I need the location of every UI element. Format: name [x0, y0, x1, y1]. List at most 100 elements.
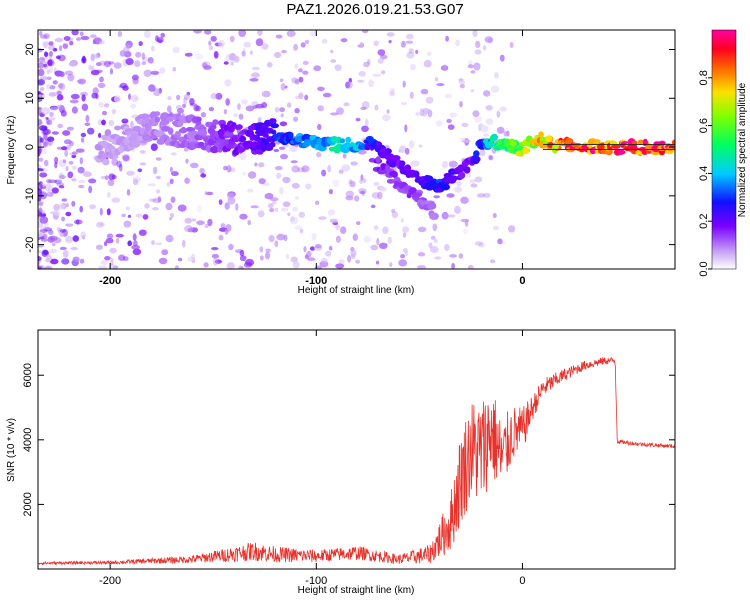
noise-blob	[43, 141, 49, 148]
noise-blob	[482, 45, 487, 51]
noise-blob	[377, 191, 383, 200]
spectrogram-ylabel: Frequency (Hz)	[6, 116, 17, 185]
noise-blob	[89, 34, 97, 39]
noise-blob	[306, 250, 312, 258]
noise-blob	[43, 33, 50, 39]
noise-blob	[280, 83, 286, 91]
noise-blob	[65, 236, 74, 243]
noise-blob	[293, 43, 299, 51]
noise-blob	[109, 247, 117, 254]
noise-blob	[343, 102, 350, 107]
noise-blob	[62, 159, 66, 164]
noise-blob	[483, 90, 491, 97]
ridge-main-blob	[345, 136, 352, 144]
noise-blob	[130, 94, 138, 103]
noise-blob	[98, 40, 105, 45]
ridge-main-blob	[210, 146, 219, 154]
noise-blob	[40, 226, 48, 230]
noise-blob	[238, 265, 243, 269]
noise-blob	[398, 259, 408, 267]
noise-blob	[39, 87, 45, 91]
noise-blob	[268, 235, 275, 243]
noise-blob	[301, 165, 310, 173]
noise-blob	[123, 44, 132, 49]
noise-blob	[260, 255, 264, 261]
noise-blob	[328, 189, 333, 195]
noise-blob	[362, 30, 369, 34]
noise-blob	[48, 92, 58, 97]
noise-blob	[352, 233, 358, 241]
noise-blob	[71, 165, 77, 170]
noise-blob	[148, 84, 156, 92]
noise-blob	[121, 213, 126, 218]
noise-blob	[377, 49, 386, 56]
noise-blob	[122, 155, 130, 162]
ridge-main-blob	[545, 135, 553, 143]
ridge-main-blob	[339, 138, 346, 144]
noise-blob	[56, 94, 64, 101]
noise-blob	[402, 80, 406, 88]
noise-blob	[177, 204, 187, 212]
noise-blob	[190, 162, 199, 169]
noise-blob	[148, 198, 157, 202]
noise-blob	[110, 258, 114, 266]
noise-blob	[389, 262, 393, 267]
noise-blob	[490, 85, 500, 93]
noise-blob	[38, 250, 43, 253]
noise-blob	[141, 61, 147, 65]
noise-blob	[38, 210, 42, 217]
noise-blob	[379, 186, 387, 192]
noise-blob	[193, 30, 202, 34]
noise-blob	[264, 252, 271, 260]
noise-blob	[410, 160, 420, 167]
noise-blob	[103, 60, 112, 68]
noise-blob	[257, 117, 262, 123]
noise-blob	[342, 153, 347, 159]
noise-blob	[210, 35, 217, 42]
noise-blob	[233, 56, 240, 62]
noise-blob	[432, 223, 438, 232]
noise-blob	[39, 92, 46, 99]
noise-blob	[158, 257, 168, 265]
noise-blob	[364, 118, 369, 127]
noise-blob	[341, 164, 351, 172]
noise-blob	[80, 132, 87, 138]
noise-blob	[186, 91, 190, 96]
noise-blob	[55, 55, 61, 60]
noise-blob	[154, 242, 163, 246]
noise-blob	[250, 205, 259, 209]
noise-blob	[229, 35, 235, 43]
noise-blob	[415, 112, 420, 116]
noise-blob	[38, 202, 44, 207]
ridge-main-blob	[413, 170, 420, 178]
noise-blob	[106, 233, 114, 239]
noise-blob	[125, 58, 134, 65]
noise-blob	[208, 106, 215, 112]
noise-blob	[62, 130, 71, 136]
noise-blob	[65, 165, 69, 172]
noise-blob	[494, 72, 499, 79]
noise-blob	[454, 186, 463, 193]
colorbar-gradient	[712, 30, 736, 269]
noise-blob	[38, 182, 43, 191]
colorbar-tick-label: 0.4	[698, 166, 710, 181]
noise-blob	[123, 220, 132, 228]
noise-blob	[388, 39, 392, 44]
noise-blob	[99, 222, 106, 227]
noise-blob	[435, 120, 443, 127]
noise-blob	[391, 209, 396, 213]
noise-blob	[286, 102, 292, 108]
noise-blob	[336, 107, 344, 115]
noise-blob	[68, 61, 77, 67]
noise-blob	[458, 80, 466, 85]
y-tick-label: 10	[24, 92, 36, 104]
ridge-main-blob	[391, 155, 401, 161]
noise-blob	[97, 82, 106, 89]
noise-blob	[468, 60, 473, 66]
noise-blob	[258, 162, 265, 168]
noise-blob	[108, 61, 115, 65]
ridge-branch-blob	[375, 156, 381, 164]
noise-blob	[142, 214, 149, 220]
noise-blob	[241, 50, 246, 57]
noise-blob	[345, 81, 353, 89]
